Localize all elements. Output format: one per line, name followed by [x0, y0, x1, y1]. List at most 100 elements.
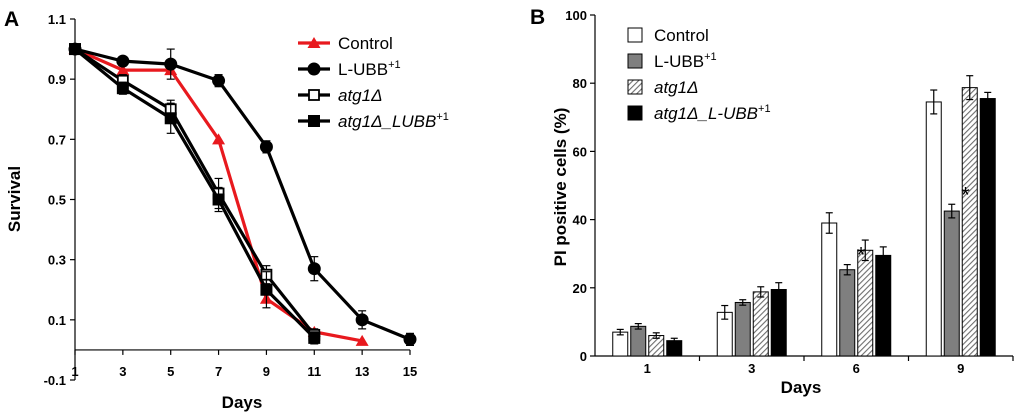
data-point: [116, 82, 129, 95]
bar-control-day-1: [612, 331, 629, 357]
legend-swatch: [627, 27, 643, 43]
series-atg1-lubb-1: [69, 43, 321, 345]
x-tick-label: 7: [215, 364, 222, 379]
pi-legend: Control L-UBB+1 atg1Δ atg1Δ_L-UBB+1: [627, 26, 771, 123]
data-point: [355, 334, 369, 346]
legend-swatch: [627, 105, 643, 121]
legend-label: atg1Δ_L-UBB+1: [654, 103, 771, 123]
legend-swatch: [627, 53, 643, 69]
bar-l-ubb-1-day-3: [734, 301, 751, 357]
bar-atg1-l-ubb-1-day-9: [979, 98, 996, 357]
data-point: [212, 74, 226, 88]
legend-label: atg1Δ_LUBB+1: [338, 111, 449, 131]
legend-label: L-UBB+1: [338, 59, 401, 79]
survival-x-axis-label: Days: [222, 393, 263, 412]
bar-l-ubb-1-day-6: [839, 269, 856, 357]
data-point: [307, 262, 321, 276]
y-tick-label: 20: [573, 281, 587, 296]
legend-item-control: Control: [298, 34, 393, 53]
data-point: [355, 313, 369, 327]
significance-asterisk: *: [857, 243, 866, 268]
x-tick-label: 11: [307, 364, 321, 379]
panel-b-label: B: [530, 6, 545, 29]
panel-a-label: A: [4, 8, 19, 31]
legend-label: L-UBB+1: [654, 51, 717, 71]
y-tick-label: 0.9: [48, 72, 66, 87]
data-point: [69, 43, 81, 56]
legend-label: atg1Δ: [338, 86, 383, 105]
pi-x-ticks: 1 3 6 9: [644, 356, 1014, 376]
legend-item-atg1-lubb-1: atg1Δ_LUBB+1: [298, 111, 449, 131]
x-tick-label: 3: [119, 364, 126, 379]
legend-item-l-ubb-1: L-UBB+1: [627, 51, 717, 71]
data-point: [116, 54, 130, 68]
series-l-ubb-1: [68, 42, 417, 347]
x-tick-label: 9: [263, 364, 270, 379]
data-point: [212, 193, 225, 206]
y-tick-label: 60: [573, 144, 587, 159]
legend-label: Control: [338, 34, 393, 53]
y-tick-label: 0.3: [48, 253, 66, 268]
bar-atg1-l-ubb-1-day-3: [770, 289, 787, 357]
survival-series: [68, 42, 417, 347]
bar-atg1-l-ubb-1-day-6: [875, 254, 892, 357]
pi-x-axis-label: Days: [781, 378, 822, 397]
survival-chart: A 1 3 5 7 9 11 13 15 -0.10.10.30.50.70.91.1 Day…: [4, 8, 449, 412]
bar-l-ubb-1-day-1: [630, 325, 647, 357]
y-tick-label: 0.5: [48, 193, 66, 208]
legend-label: atg1Δ: [654, 78, 699, 97]
x-tick-label: 13: [355, 364, 369, 379]
x-tick-label: 1: [644, 361, 651, 376]
y-tick-label: 0.1: [48, 313, 66, 328]
bar-atg1-day-9: [961, 87, 978, 357]
bar-control-day-6: [821, 222, 838, 357]
pi-bars: [612, 75, 996, 357]
y-tick-label: 0.7: [48, 132, 66, 147]
survival-y-ticks: -0.1 0.1 0.3 0.5 0.7 0.9 1.1: [44, 12, 75, 388]
x-tick-label: 15: [403, 364, 417, 379]
y-tick-label: 40: [573, 213, 587, 228]
data-point: [164, 57, 178, 71]
y-tick-label: -0.1: [44, 373, 66, 388]
data-point: [260, 283, 273, 296]
legend-item-l-ubb-1: L-UBB+1: [298, 59, 401, 79]
bar-atg1-day-3: [752, 291, 769, 357]
pi-significance-marks: **: [857, 182, 971, 267]
survival-x-ticks: 1 3 5 7 9 11 13 15: [71, 349, 417, 379]
pi-y-ticks: 0 20 40 60 80 100: [565, 8, 595, 364]
pi-y-axis-label: PI positive cells (%): [551, 108, 570, 267]
legend-swatch: [627, 79, 643, 95]
x-tick-label: 6: [853, 361, 860, 376]
x-tick-label: 1: [71, 364, 78, 379]
survival-y-axis-label: Survival: [5, 166, 24, 232]
y-tick-label: 0: [580, 349, 587, 364]
legend-label: Control: [654, 26, 709, 45]
data-point: [403, 332, 417, 346]
legend-item-atg1: atg1Δ: [298, 86, 383, 105]
x-tick-label: 3: [748, 361, 755, 376]
legend-marker: [307, 62, 321, 76]
data-point: [164, 112, 177, 125]
legend-item-atg1-l-ubb-1: atg1Δ_L-UBB+1: [627, 103, 771, 123]
x-tick-label: 5: [167, 364, 174, 379]
bar-l-ubb-1-day-9: [943, 210, 960, 357]
legend-item-atg1: atg1Δ: [627, 78, 699, 97]
series-line: [74, 47, 411, 341]
data-point: [308, 331, 321, 344]
legend-marker: [307, 37, 321, 48]
data-point: [116, 64, 130, 76]
legend-marker: [308, 89, 320, 101]
series-line: [73, 47, 316, 340]
x-tick-label: 9: [957, 361, 964, 376]
legend-marker: [308, 115, 320, 127]
legend-item-control: Control: [627, 26, 709, 45]
y-tick-label: 100: [565, 8, 587, 23]
data-point: [259, 140, 273, 154]
significance-asterisk: *: [961, 182, 970, 207]
series-line: [74, 47, 316, 336]
bar-control-day-9: [925, 101, 942, 357]
y-tick-label: 80: [573, 76, 587, 91]
survival-legend: Control L-UBB+1 atg1Δ atg1Δ_LUBB+1: [298, 34, 449, 131]
